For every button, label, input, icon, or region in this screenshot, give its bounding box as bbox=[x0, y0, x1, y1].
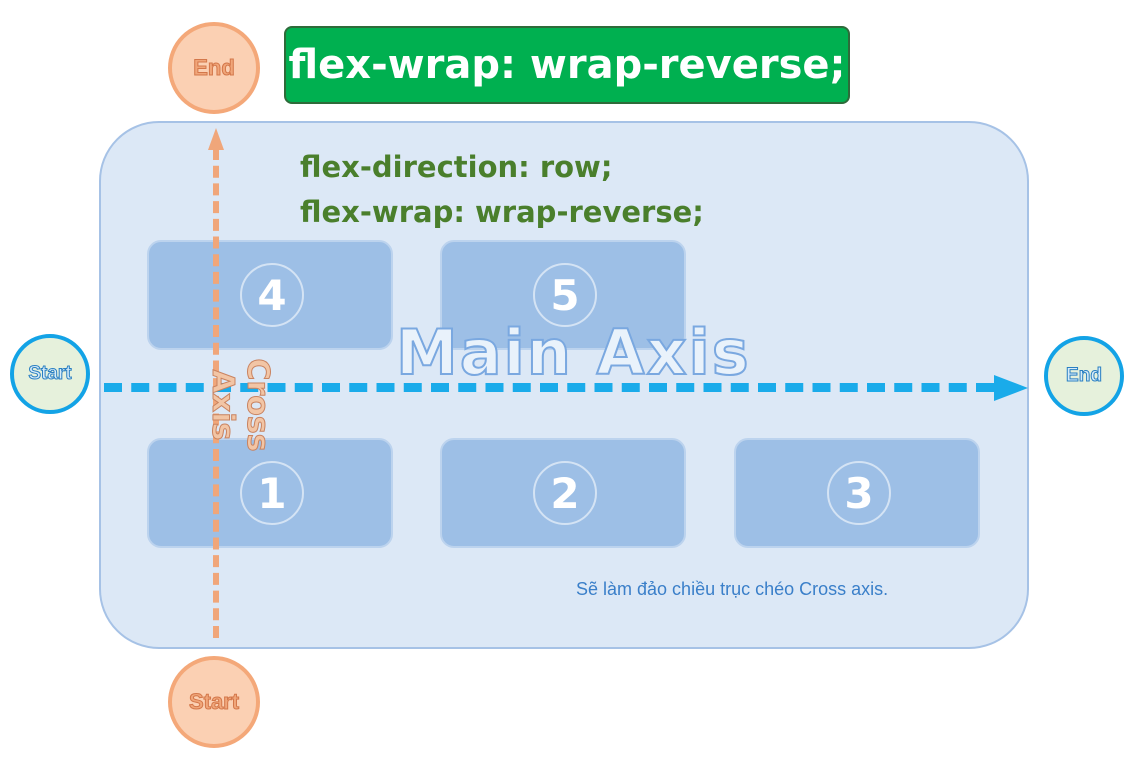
main-axis-start-badge: Start bbox=[10, 334, 90, 414]
item-number: 5 bbox=[533, 263, 597, 327]
cross-axis-start-badge: Start bbox=[168, 656, 260, 748]
cross-axis-arrow-icon bbox=[208, 128, 224, 150]
main-axis-end-text: End bbox=[1066, 365, 1103, 387]
main-axis-line bbox=[104, 383, 994, 392]
cross-axis-start-text: Start bbox=[188, 689, 240, 715]
flex-item-3: 3 bbox=[734, 438, 980, 548]
cross-axis-label: Cross Axis bbox=[205, 358, 276, 452]
flex-item-4: 4 bbox=[147, 240, 393, 350]
flex-item-2: 2 bbox=[440, 438, 686, 548]
caption-note: Sẽ làm đảo chiều trục chéo Cross axis. bbox=[576, 579, 889, 599]
main-axis-end-badge: End bbox=[1044, 336, 1124, 416]
main-axis-arrow-icon bbox=[994, 375, 1028, 401]
item-number: 1 bbox=[240, 461, 304, 525]
main-axis-label: Main Axis bbox=[395, 315, 751, 390]
cross-axis-end-text: End bbox=[193, 55, 236, 81]
cross-axis-line bbox=[213, 148, 219, 638]
cross-axis-end-badge: End bbox=[168, 22, 260, 114]
css-flex-direction: flex-direction: row; bbox=[300, 150, 613, 184]
title-text: flex-wrap: wrap-reverse; bbox=[288, 42, 846, 88]
item-number: 3 bbox=[827, 461, 891, 525]
main-axis-start-text: Start bbox=[28, 363, 72, 385]
css-flex-wrap: flex-wrap: wrap-reverse; bbox=[300, 195, 704, 229]
item-number: 2 bbox=[533, 461, 597, 525]
flex-item-5: 5 bbox=[440, 240, 686, 350]
flex-item-1: 1 bbox=[147, 438, 393, 548]
item-number: 4 bbox=[240, 263, 304, 327]
title-banner: flex-wrap: wrap-reverse; bbox=[284, 26, 850, 104]
